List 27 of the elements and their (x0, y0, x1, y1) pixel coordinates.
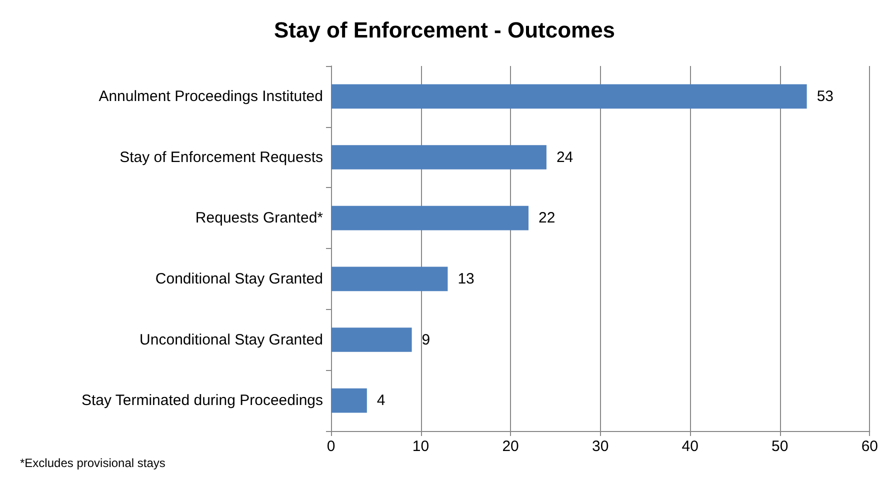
y-tick-label: Annulment Proceedings Instituted (98, 88, 323, 105)
text: *Excludes provisional stays (20, 456, 166, 470)
y-tick-label: Requests Granted* (195, 210, 324, 227)
x-tick-label: 40 (682, 438, 698, 455)
x-tick-label: 10 (412, 438, 430, 455)
bar (331, 266, 448, 292)
bar (331, 145, 546, 170)
y-tick-label: Stay of Enforcement Requests (120, 148, 323, 166)
bar (331, 328, 412, 352)
data-label: 9 (422, 331, 430, 348)
bar (331, 388, 367, 413)
x-tick-label: 60 (861, 438, 878, 455)
x-tick-label: 0 (326, 438, 336, 455)
y-tick-label: Stay Terminated during Proceedings (81, 392, 323, 410)
data-label: 22 (538, 210, 556, 227)
data-label: 53 (816, 88, 834, 105)
x-tick-label: 50 (772, 438, 788, 455)
x-tick-label: 30 (592, 438, 609, 455)
bar (331, 84, 807, 109)
data-label: 13 (458, 270, 474, 288)
data-label: 24 (556, 148, 574, 166)
y-tick-label: Unconditional Stay Granted (140, 331, 323, 348)
y-tick-label: Conditional Stay Granted (155, 270, 323, 288)
data-label: 4 (376, 392, 386, 410)
chart-title: Stay of Enforcement - Outcomes (274, 18, 616, 42)
x-tick-label: 20 (502, 438, 519, 455)
bar (331, 206, 529, 230)
